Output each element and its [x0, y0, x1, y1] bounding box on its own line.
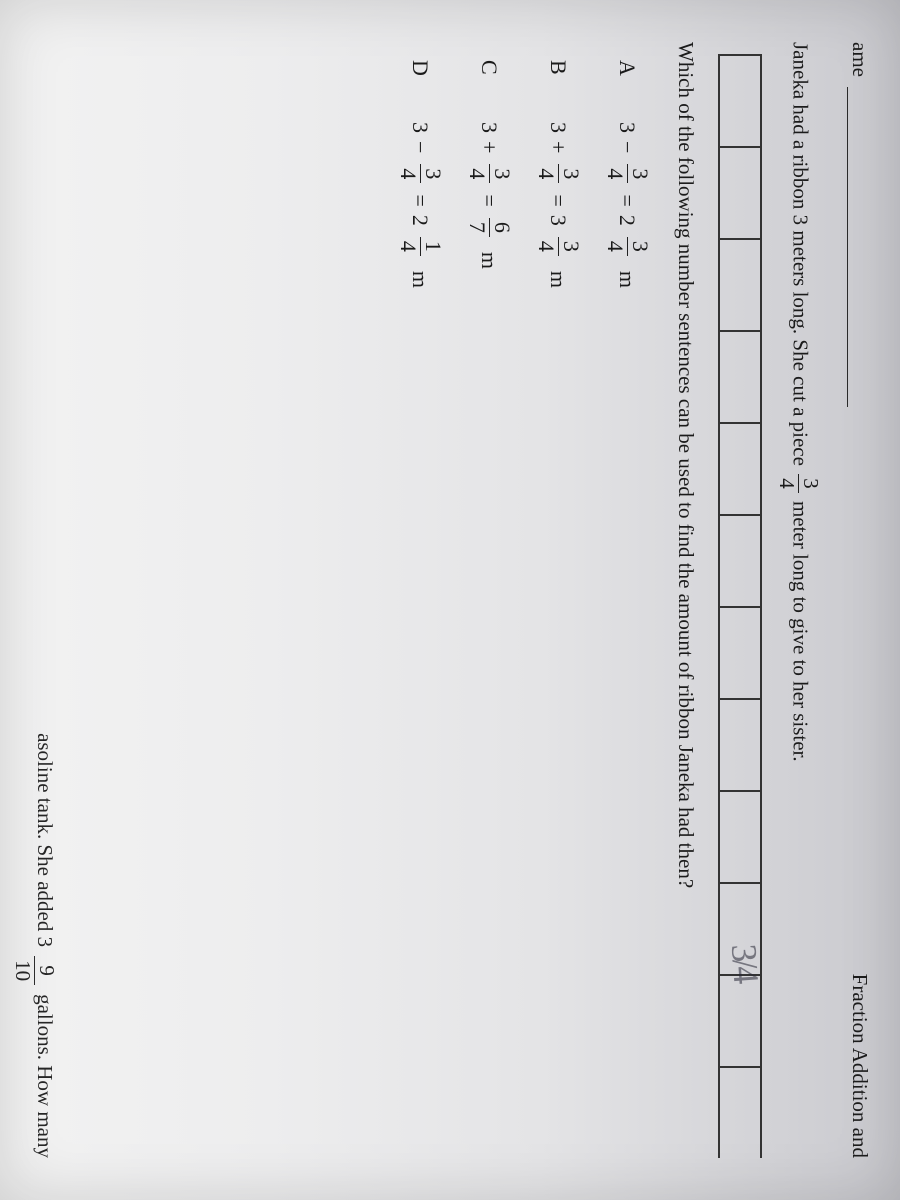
- expr-unit: m: [408, 271, 434, 288]
- expr-res-whole: 2: [615, 215, 641, 226]
- header-row: ame Fraction Addition and: [847, 42, 872, 1158]
- choice-expression: 3−34=234m: [604, 122, 651, 288]
- expr-frac1: 34: [604, 164, 651, 183]
- intro-frac-num: 3: [798, 474, 821, 493]
- choice-expression: 3−34=214m: [397, 122, 444, 288]
- choice-letter: B: [546, 60, 572, 86]
- choice-letter: A: [615, 60, 641, 86]
- expr-unit: m: [615, 271, 641, 288]
- expr-frac1: 34: [535, 164, 582, 183]
- expr-frac1: 34: [466, 164, 513, 183]
- expr-frac1-num: 3: [558, 164, 582, 183]
- cutoff-lead: asoline tank. She added 3: [12, 733, 57, 947]
- cutoff-tail: gallons. How many: [12, 994, 57, 1158]
- ribbon-meter: [718, 54, 762, 422]
- expr-eq: =: [615, 194, 641, 206]
- expr-res-frac: 14: [397, 237, 444, 256]
- expr-res-frac-den: 4: [604, 237, 627, 256]
- expr-res-frac-den: 7: [466, 218, 489, 237]
- expr-left: 3: [546, 122, 572, 133]
- answer-choices: A3−34=234mB3+34=334mC3+34=67mD3−34=214m: [397, 60, 651, 1158]
- answer-choice[interactable]: A3−34=234m: [604, 60, 651, 1158]
- choice-letter: D: [408, 60, 434, 86]
- name-blank-line[interactable]: [847, 87, 865, 407]
- choice-expression: 3+34=334m: [535, 122, 582, 288]
- ribbon-quarter: [720, 516, 760, 608]
- name-label: ame: [847, 42, 872, 77]
- ribbon-quarter: [720, 700, 760, 790]
- cutoff-fraction: 9 10: [12, 956, 57, 985]
- ribbon-quarter: [720, 976, 760, 1068]
- expr-res-frac: 34: [535, 237, 582, 256]
- expr-op: −: [615, 141, 641, 153]
- question-text: Which of the following number sentences …: [673, 42, 698, 1158]
- expr-frac1-den: 4: [535, 164, 558, 183]
- expr-op: +: [546, 141, 572, 153]
- intro-frac-den: 4: [776, 474, 798, 493]
- answer-choice[interactable]: B3+34=334m: [535, 60, 582, 1158]
- expr-unit: m: [546, 271, 572, 288]
- intro-fraction: 3 4: [776, 474, 821, 493]
- expr-res-frac-den: 4: [535, 237, 558, 256]
- ribbon-quarter: [720, 884, 760, 976]
- expr-frac1-num: 3: [627, 164, 651, 183]
- intro-lead: Janeka had a ribbon 3 meters long. She c…: [789, 42, 813, 466]
- choice-expression: 3+34=67m: [466, 122, 513, 269]
- ribbon-quarter: [720, 56, 760, 148]
- expr-left: 3: [615, 122, 641, 133]
- ribbon-quarter: [720, 332, 760, 422]
- expr-op: −: [408, 141, 434, 153]
- expr-frac1-den: 4: [604, 164, 627, 183]
- expr-op: +: [477, 141, 503, 153]
- expr-frac1: 34: [397, 164, 444, 183]
- expr-res-frac-num: 1: [420, 237, 444, 256]
- worksheet-page: ame Fraction Addition and Janeka had a r…: [0, 0, 900, 1200]
- page-title: Fraction Addition and: [847, 974, 872, 1158]
- ribbon-quarter: [720, 240, 760, 332]
- expr-frac1-den: 4: [466, 164, 489, 183]
- ribbon-quarter: [720, 792, 760, 884]
- expr-frac1-num: 3: [420, 164, 444, 183]
- intro-tail: meter long to give to her sister.: [789, 501, 813, 762]
- cutoff-next-problem: asoline tank. She added 3 9 10 gallons. …: [12, 180, 57, 1158]
- answer-choice[interactable]: D3−34=214m: [397, 60, 444, 1158]
- expr-frac1-num: 3: [489, 164, 513, 183]
- ribbon-quarter: [720, 148, 760, 240]
- expr-res-whole: 3: [546, 215, 572, 226]
- answer-choice[interactable]: C3+34=67m: [466, 60, 513, 1158]
- expr-eq: =: [477, 194, 503, 206]
- problem-intro: Janeka had a ribbon 3 meters long. She c…: [776, 42, 821, 1158]
- expr-res-frac-num: 6: [489, 218, 513, 237]
- ribbon-bar: 3/4: [718, 54, 762, 1158]
- expr-res-frac-num: 3: [627, 237, 651, 256]
- ribbon-diagram: 3/4: [718, 54, 762, 1158]
- expr-left: 3: [477, 122, 503, 133]
- ribbon-meter: [718, 424, 762, 790]
- expr-res-frac-den: 4: [397, 237, 420, 256]
- expr-res-frac: 34: [604, 237, 651, 256]
- expr-left: 3: [408, 122, 434, 133]
- expr-eq: =: [546, 194, 572, 206]
- cutoff-num: 9: [34, 956, 57, 985]
- expr-frac1-den: 4: [397, 164, 420, 183]
- name-field: ame: [847, 42, 872, 407]
- expr-res-whole: 2: [408, 215, 434, 226]
- expr-res-frac: 67: [466, 218, 513, 237]
- expr-unit: m: [477, 252, 503, 269]
- ribbon-meter: [718, 792, 762, 1158]
- choice-letter: C: [477, 60, 503, 86]
- ribbon-quarter: [720, 424, 760, 516]
- expr-eq: =: [408, 194, 434, 206]
- cutoff-den: 10: [12, 956, 34, 985]
- ribbon-quarter: [720, 1068, 760, 1158]
- ribbon-quarter: [720, 608, 760, 700]
- expr-res-frac-num: 3: [558, 237, 582, 256]
